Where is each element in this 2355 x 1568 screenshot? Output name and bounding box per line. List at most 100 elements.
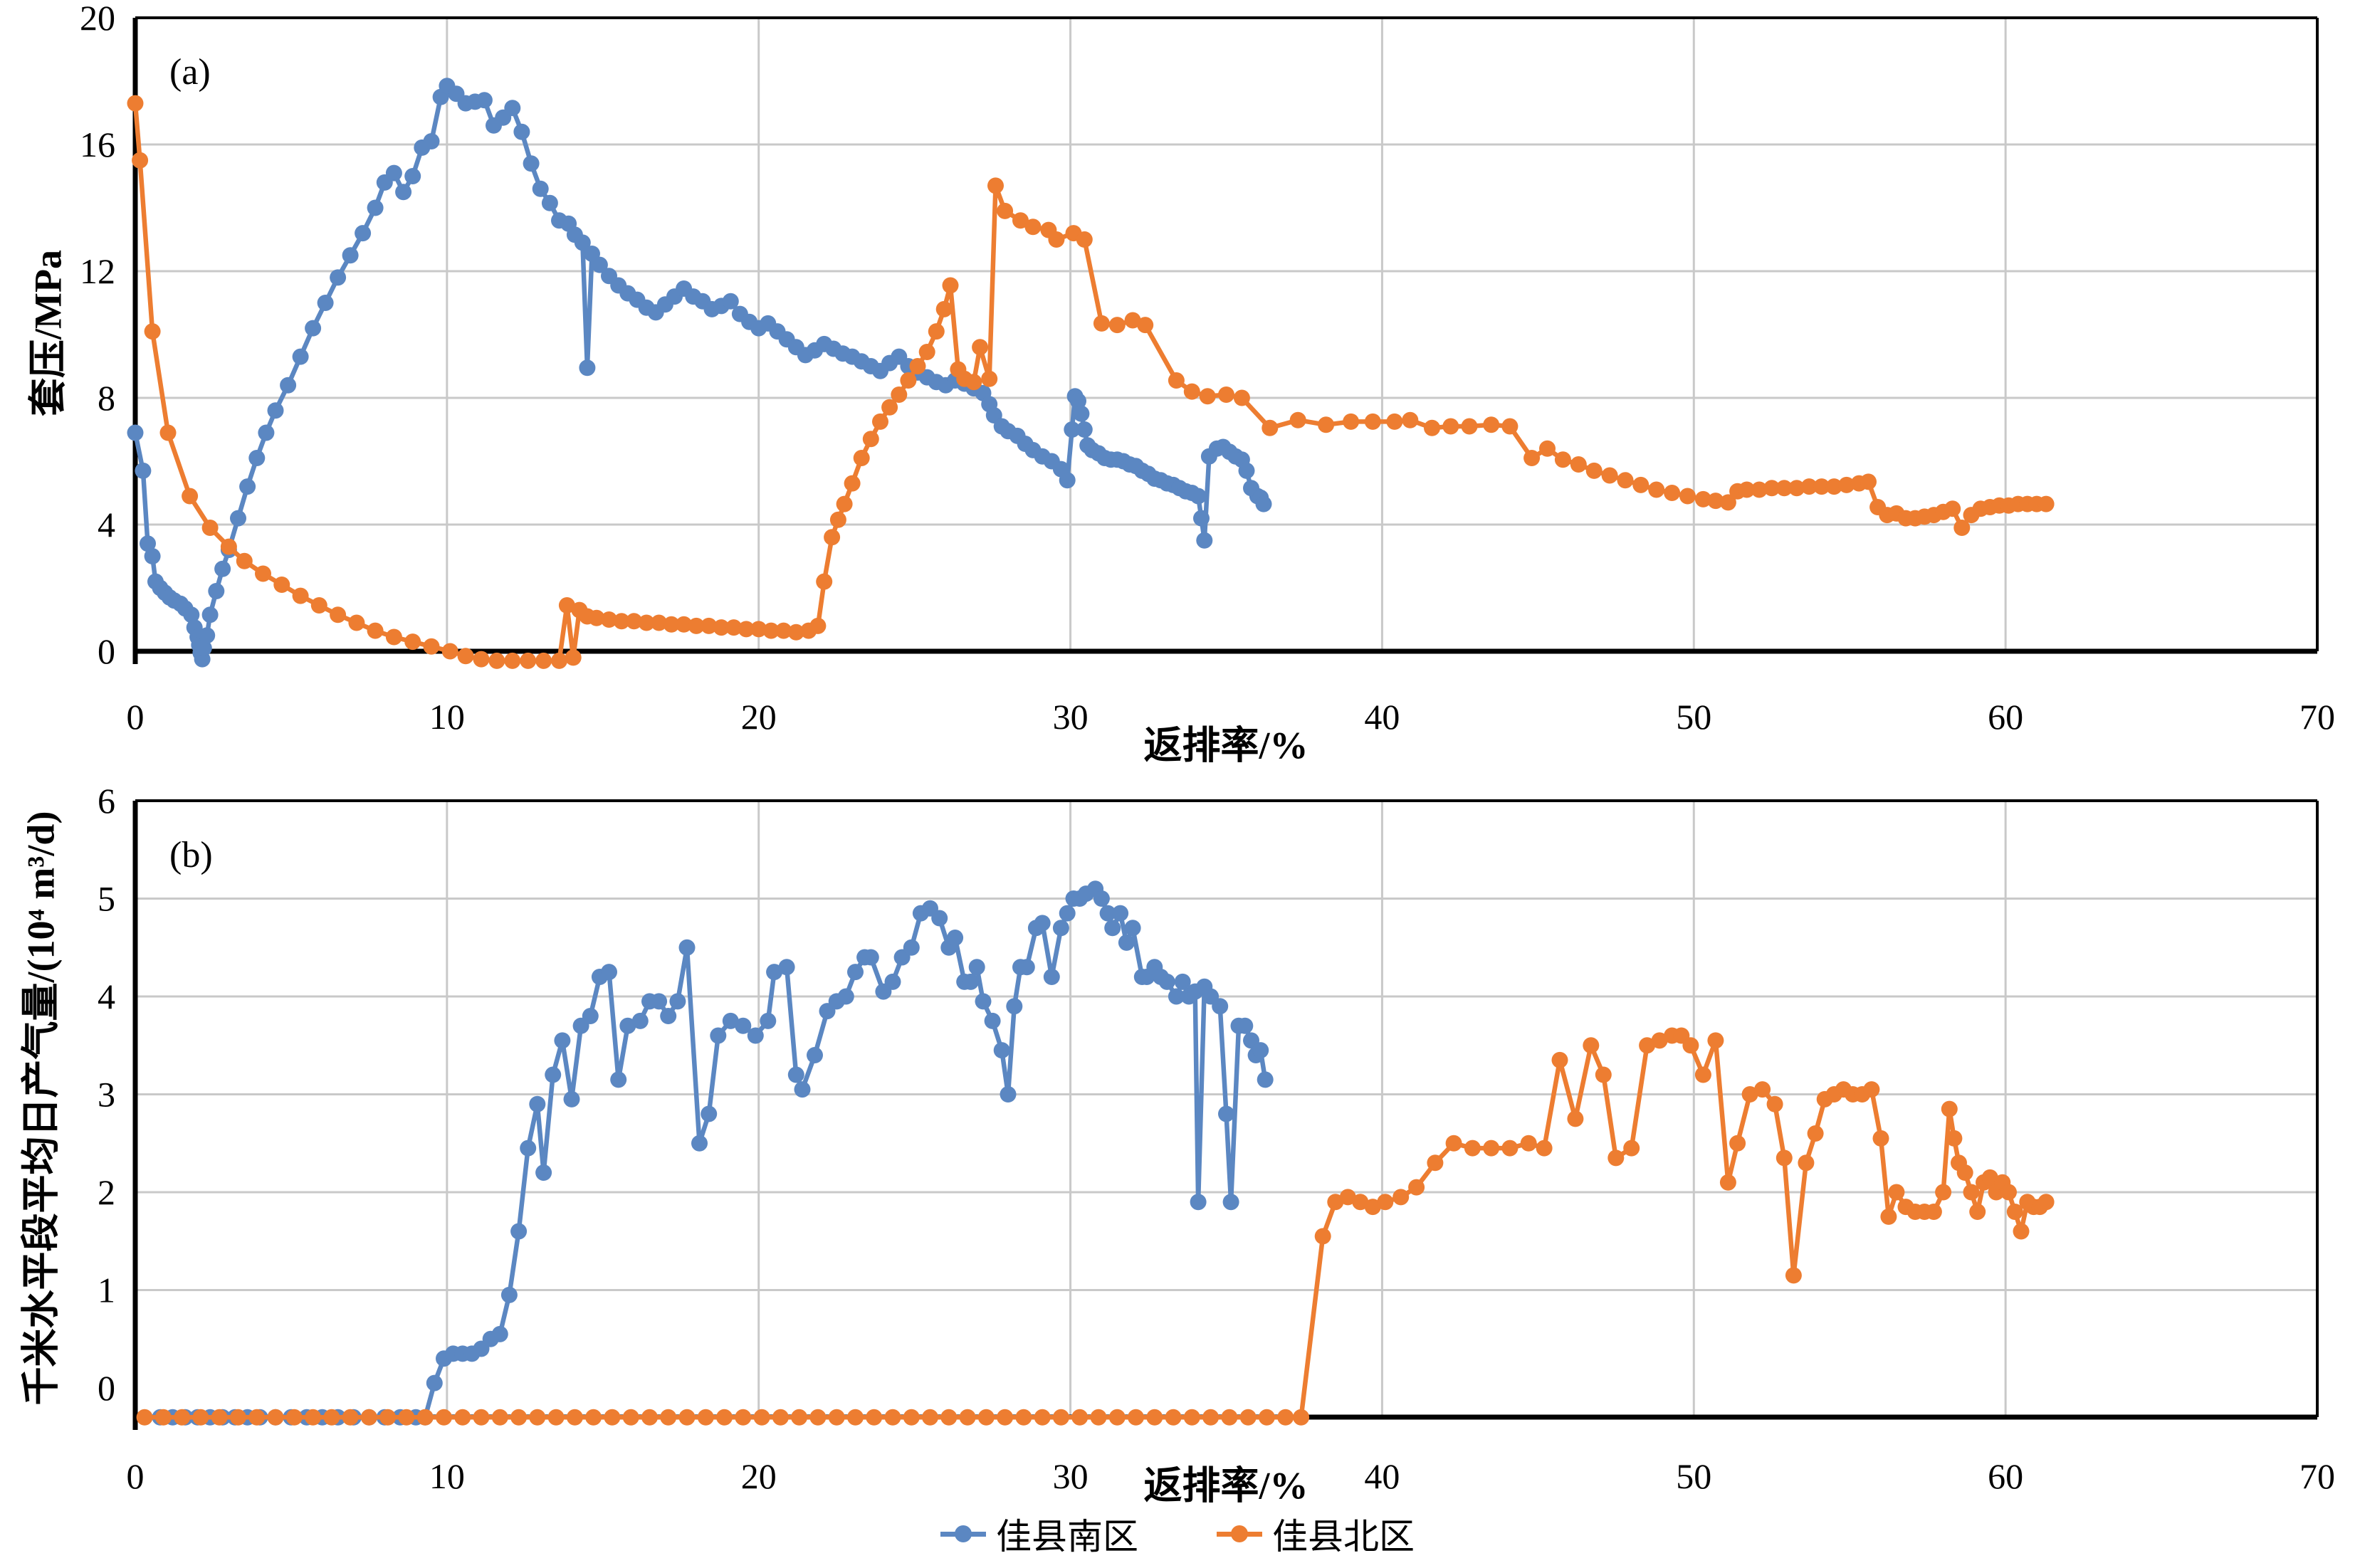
data-point [523,155,540,172]
data-point [582,1008,599,1024]
data-point [1158,973,1175,990]
data-point [1583,1037,1600,1054]
data-point [404,633,421,651]
data-point [613,613,630,630]
data-point [565,649,582,666]
data-point [1006,998,1023,1015]
data-point [710,1027,727,1044]
data-point [778,959,795,976]
data-point [963,973,979,990]
data-point [1043,969,1060,985]
data-point [330,269,347,286]
data-point [2000,1184,2017,1201]
data-point [1751,481,1768,498]
x-tick-label: 30 [1053,697,1089,737]
data-point [922,1409,938,1426]
data-point [1442,418,1459,435]
y-tick-label: 12 [80,251,115,291]
data-point [1339,1189,1356,1206]
data-point [1168,988,1185,1005]
data-point [510,1409,528,1426]
data-point [1754,1081,1771,1098]
data-point [619,1017,636,1034]
data-point [513,123,530,140]
data-point [622,1409,639,1426]
data-point [1523,450,1541,466]
data-point [997,1409,1014,1426]
data-point [697,1409,714,1426]
data-point [551,652,567,669]
data-point [984,1012,1001,1029]
data-point [154,1409,172,1426]
data-point [248,1409,266,1426]
data-point [535,1164,552,1181]
data-point [1262,419,1279,436]
data-point [214,560,231,577]
data-point [441,643,458,660]
data-point [239,478,256,495]
data-point [1969,1204,1986,1220]
data-point [1218,1105,1234,1122]
panel-b-label: (b) [169,835,213,875]
data-point [1408,1179,1425,1196]
data-point [1052,920,1069,937]
data-point [1146,1409,1163,1426]
data-point [182,488,199,505]
data-point [1165,1409,1182,1426]
data-point [1941,1100,1958,1117]
data-point [1483,1140,1500,1157]
data-point [1193,510,1210,527]
data-point [891,386,908,403]
data-point [900,372,917,389]
data-point [1766,1095,1783,1112]
data-point [604,1409,621,1426]
data-point [862,431,879,448]
data-point [554,1032,571,1049]
data-point [975,993,992,1010]
data-point [1034,1409,1051,1426]
data-point [872,413,888,430]
data-point [1944,500,1961,517]
data-point [1052,1409,1069,1426]
data-point [398,1409,415,1426]
data-point [1925,1204,1942,1220]
axis-title-x-a: 返排率/% [1143,724,1308,767]
data-point [230,1409,246,1426]
data-point [762,622,780,639]
data-point [159,424,177,441]
data-point [1289,411,1306,428]
data-point [676,616,693,633]
data-point [330,606,347,623]
data-point [678,939,696,956]
data-point [267,402,284,419]
data-point [641,1409,658,1426]
data-point [1064,421,1081,438]
data-point [1202,1409,1220,1426]
data-point [491,1409,508,1426]
data-point [738,621,755,638]
data-point [787,623,804,641]
data-point [1059,905,1076,922]
data-point [183,606,200,623]
data-point [824,529,841,546]
data-point [691,1135,708,1152]
data-point [853,450,870,466]
data-point [836,495,853,512]
series-line-south [157,886,1268,1420]
data-point [1888,1184,1905,1201]
x-tick-label: 0 [127,697,145,737]
x-tick-label: 20 [741,1456,777,1496]
data-point [529,1409,546,1426]
data-point [862,949,879,966]
data-point [1863,1081,1880,1098]
data-point [1963,1184,1980,1201]
data-point [1277,1409,1294,1426]
data-point [1239,1409,1257,1426]
data-point [504,652,521,669]
data-point [1196,532,1213,549]
data-point [1682,1037,1699,1054]
data-point [1617,472,1634,489]
data-point [1707,1032,1724,1049]
